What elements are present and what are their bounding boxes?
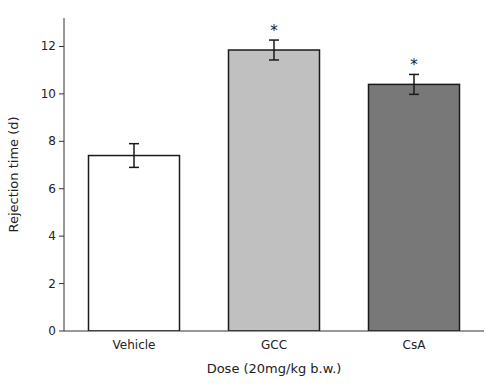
error-bar <box>409 74 419 94</box>
error-cap <box>129 143 139 145</box>
y-tick-label: 10 <box>41 87 56 101</box>
plot-area <box>89 40 460 331</box>
y-tick <box>59 236 64 237</box>
x-tick-label: Vehicle <box>113 338 156 352</box>
y-tick <box>59 93 64 94</box>
x-tick-label: GCC <box>261 338 287 352</box>
chart-container: 0 2 4 6 8 10 12 Vehicle GCC CsA * * Dose (20mg/kg b.… <box>0 0 500 387</box>
y-tick-label: 8 <box>48 134 56 148</box>
error-stem <box>413 74 415 94</box>
error-stem <box>133 144 135 168</box>
y-axis-label: Rejection time (d) <box>6 116 21 232</box>
y-tick <box>59 283 64 284</box>
bar <box>369 84 460 331</box>
y-tick-label: 0 <box>48 324 56 338</box>
error-stem <box>273 40 275 60</box>
y-tick <box>59 331 64 332</box>
x-axis-line <box>64 331 484 332</box>
y-tick-label: 2 <box>48 277 56 291</box>
x-tick-label: CsA <box>403 338 427 352</box>
y-tick <box>59 188 64 189</box>
error-cap <box>129 167 139 169</box>
chart-svg: 0 2 4 6 8 10 12 Vehicle GCC CsA * * Dose (20mg/kg b.… <box>0 0 500 387</box>
error-bar <box>129 144 139 168</box>
y-tick-label: 4 <box>48 229 56 243</box>
y-tick <box>59 46 64 47</box>
error-bar <box>269 40 279 60</box>
error-cap <box>409 94 419 96</box>
y-tick-label: 6 <box>48 182 56 196</box>
significance-marker: * <box>410 56 418 74</box>
y-tick-label: 12 <box>41 39 56 53</box>
error-cap <box>269 59 279 61</box>
bar <box>89 156 180 331</box>
significance-marker: * <box>270 22 278 40</box>
x-axis-label: Dose (20mg/kg b.w.) <box>207 361 342 376</box>
bar <box>229 50 320 331</box>
y-tick <box>59 141 64 142</box>
